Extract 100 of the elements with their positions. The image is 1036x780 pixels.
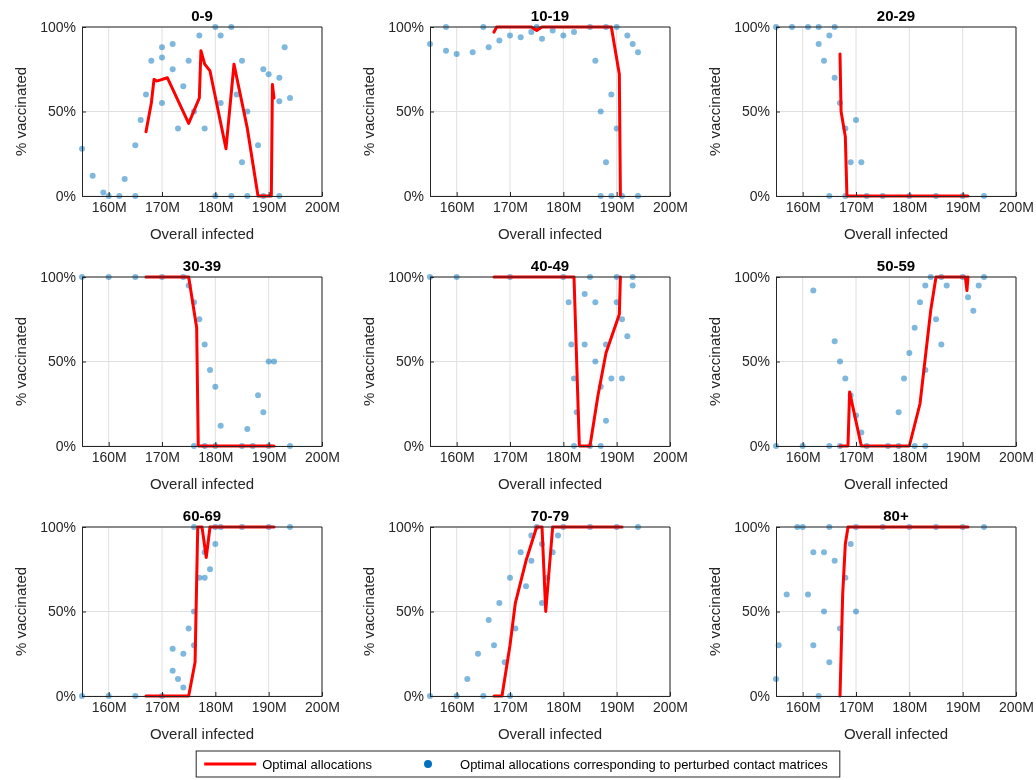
x-axis-title: Overall infected	[843, 475, 949, 492]
y-tick-label: 0%	[55, 187, 76, 204]
y-tick-label: 50%	[47, 353, 76, 370]
x-tick-label: 180M	[198, 448, 234, 465]
x-tick-label: 160M	[785, 448, 821, 465]
x-tick-label: 190M	[251, 198, 287, 215]
y-axis-title: % vaccinated	[360, 316, 377, 407]
x-tick-label: 190M	[599, 698, 635, 715]
x-tick-label: 190M	[251, 698, 287, 715]
x-tick-label: 170M	[492, 698, 529, 715]
x-tick-label: 190M	[599, 448, 635, 465]
y-tick-label: 0%	[749, 687, 770, 704]
y-tick-label: 50%	[741, 103, 770, 120]
y-tick-label: 50%	[395, 103, 424, 120]
x-tick-label: 180M	[892, 698, 928, 715]
y-tick-label: 50%	[395, 603, 424, 620]
x-tick-label: 160M	[91, 698, 127, 715]
x-tick-label: 180M	[546, 448, 582, 465]
chart-title: 10-19	[530, 7, 570, 24]
x-axis-title: Overall infected	[497, 725, 603, 742]
x-axis-title: Overall infected	[843, 225, 949, 242]
x-axis-title: Overall infected	[149, 225, 255, 242]
x-tick-label: 190M	[945, 198, 981, 215]
y-axis-title: % vaccinated	[12, 66, 29, 157]
x-tick-label: 180M	[892, 448, 928, 465]
x-axis-title: Overall infected	[843, 725, 949, 742]
y-tick-label: 50%	[741, 603, 770, 620]
x-tick-label: 170M	[492, 448, 529, 465]
legend-label: Optimal allocations	[262, 756, 373, 772]
x-tick-label: 180M	[198, 698, 234, 715]
x-tick-label: 200M	[652, 448, 689, 465]
y-tick-label: 100%	[40, 268, 76, 285]
y-tick-label: 100%	[734, 268, 770, 285]
x-tick-label: 200M	[998, 198, 1035, 215]
y-tick-label: 50%	[741, 353, 770, 370]
y-tick-label: 0%	[55, 437, 76, 454]
y-tick-label: 50%	[47, 103, 76, 120]
y-axis-title: % vaccinated	[360, 66, 377, 157]
chart-title: 70-79	[530, 507, 570, 524]
chart-title: 20-29	[876, 7, 916, 24]
y-axis-title: % vaccinated	[12, 316, 29, 407]
x-tick-label: 190M	[251, 448, 287, 465]
x-tick-label: 170M	[838, 198, 875, 215]
y-tick-label: 0%	[403, 187, 424, 204]
x-tick-label: 180M	[892, 198, 928, 215]
x-tick-label: 170M	[144, 448, 181, 465]
y-tick-label: 0%	[403, 687, 424, 704]
x-tick-label: 200M	[304, 198, 341, 215]
x-tick-label: 160M	[91, 198, 127, 215]
x-tick-label: 190M	[945, 448, 981, 465]
y-tick-label: 100%	[40, 518, 76, 535]
x-tick-label: 180M	[546, 198, 582, 215]
y-tick-label: 0%	[749, 437, 770, 454]
y-tick-label: 100%	[388, 518, 424, 535]
x-tick-label: 200M	[998, 448, 1035, 465]
x-tick-label: 170M	[492, 198, 529, 215]
y-tick-label: 100%	[388, 268, 424, 285]
y-axis-title: % vaccinated	[706, 316, 723, 407]
x-tick-label: 170M	[838, 698, 875, 715]
chart-title: 0-9	[191, 7, 213, 24]
x-tick-label: 160M	[439, 448, 475, 465]
x-tick-label: 180M	[546, 698, 582, 715]
x-tick-label: 170M	[838, 448, 875, 465]
x-tick-label: 160M	[785, 698, 821, 715]
legend-label: Optimal allocations corresponding to perturbed contact matrices	[460, 756, 829, 772]
x-tick-label: 200M	[304, 698, 341, 715]
x-tick-label: 160M	[439, 698, 475, 715]
x-axis-title: Overall infected	[497, 225, 603, 242]
y-tick-label: 50%	[395, 353, 424, 370]
x-axis-title: Overall infected	[149, 725, 255, 742]
x-tick-label: 200M	[652, 698, 689, 715]
y-axis-title: % vaccinated	[706, 566, 723, 657]
y-tick-label: 0%	[55, 687, 76, 704]
x-tick-label: 160M	[91, 448, 127, 465]
y-axis-title: % vaccinated	[360, 566, 377, 657]
x-tick-label: 190M	[945, 698, 981, 715]
chart-title: 50-59	[876, 257, 916, 274]
x-tick-label: 180M	[198, 198, 234, 215]
y-tick-label: 50%	[47, 603, 76, 620]
chart-title: 40-49	[530, 257, 570, 274]
x-tick-label: 200M	[652, 198, 689, 215]
y-axis-title: % vaccinated	[706, 66, 723, 157]
y-tick-label: 0%	[749, 187, 770, 204]
x-tick-label: 200M	[998, 698, 1035, 715]
y-tick-label: 100%	[734, 518, 770, 535]
y-tick-label: 100%	[388, 18, 424, 35]
x-tick-label: 170M	[144, 198, 181, 215]
x-axis-title: Overall infected	[149, 475, 255, 492]
chart-title: 60-69	[182, 507, 222, 524]
x-axis-title: Overall infected	[497, 475, 603, 492]
y-tick-label: 100%	[40, 18, 76, 35]
chart-title: 30-39	[182, 257, 222, 274]
chart-title: 80+	[883, 507, 909, 524]
y-tick-label: 0%	[403, 437, 424, 454]
y-tick-label: 100%	[734, 18, 770, 35]
y-axis-title: % vaccinated	[12, 566, 29, 657]
x-tick-label: 160M	[439, 198, 475, 215]
x-tick-label: 200M	[304, 448, 341, 465]
x-tick-label: 190M	[599, 198, 635, 215]
x-tick-label: 170M	[144, 698, 181, 715]
